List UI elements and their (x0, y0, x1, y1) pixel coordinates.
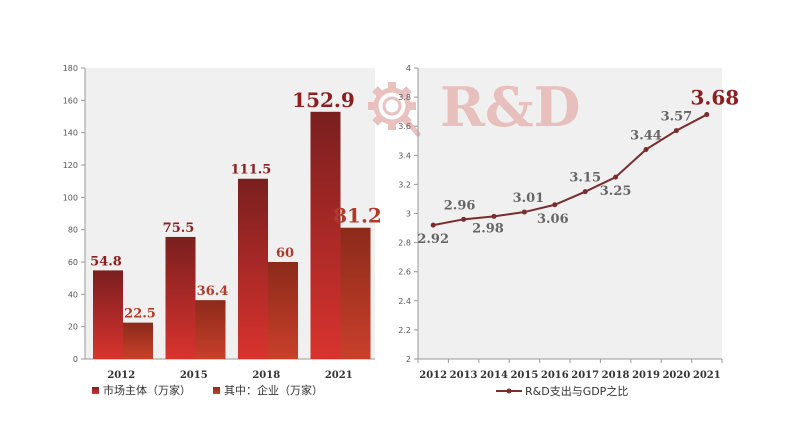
line-series-rd-gdp-ratio (433, 113, 708, 227)
bar-market-entities (310, 111, 341, 359)
line-x-tick-label: 2018 (602, 370, 630, 381)
bar-y-tick-label: 160 (63, 96, 78, 105)
line-x-tick-label: 2014 (480, 370, 508, 381)
line-data-label: 3.68 (690, 86, 739, 110)
bar-x-tick-label: 2021 (325, 370, 353, 381)
bar-y-tick-label: 140 (63, 129, 78, 138)
line-data-label: 3.01 (513, 191, 545, 206)
line-y-tick-label: 2.8 (398, 239, 411, 248)
line-legend-marker (506, 388, 512, 394)
bar-y-tick-label: 20 (68, 323, 78, 332)
line-point (673, 128, 679, 134)
bar-data-label: 81.2 (333, 204, 382, 228)
line-x-tick-label: 2015 (510, 370, 538, 381)
line-y-tick-label: 3.8 (398, 93, 411, 102)
line-data-label: 3.25 (600, 184, 632, 199)
line-y-tick-label: 3.6 (398, 122, 411, 131)
line-x-tick-label: 2013 (450, 370, 478, 381)
bar-data-label: 60 (276, 246, 294, 261)
bar-y-tick-label: 0 (73, 355, 78, 364)
watermark-text: R&D (440, 75, 580, 139)
bar-market-entities (93, 270, 123, 359)
line-y-tick-label: 2.2 (398, 326, 411, 335)
line-data-label: 2.98 (472, 221, 504, 236)
line-data-label: 2.92 (417, 232, 449, 247)
bar-x-tick-label: 2018 (252, 370, 280, 381)
line-x-tick-label: 2016 (541, 370, 569, 381)
line-y-tick-label: 2.6 (398, 268, 411, 277)
gear-tooth (388, 121, 396, 130)
line-point (613, 174, 619, 180)
bar-enterprises (123, 322, 153, 359)
line-y-tick-label: 3 (406, 210, 411, 219)
line-y-tick-label: 3.4 (398, 151, 411, 160)
bar-legend-label: 其中：企业（万家） (224, 383, 323, 397)
bar-data-label: 54.8 (90, 254, 122, 269)
line-x-tick-label: 2017 (571, 370, 599, 381)
line-plot-area (418, 68, 722, 359)
bar-data-label: 22.5 (124, 307, 156, 322)
bar-data-label: 152.9 (292, 88, 355, 112)
line-data-label: 3.44 (630, 128, 662, 143)
bar-y-tick-label: 60 (68, 258, 78, 267)
gear-tooth (388, 82, 396, 91)
line-point (461, 216, 467, 222)
line-x-tick-label: 2021 (693, 370, 721, 381)
bar-enterprises (268, 262, 298, 359)
line-legend-label: R&D支出与GDP之比 (525, 384, 628, 398)
bar-y-tick-label: 120 (63, 161, 78, 170)
line-x-tick-label: 2012 (419, 370, 447, 381)
bar-y-tick-label: 100 (63, 193, 78, 202)
line-y-tick-label: 3.2 (398, 180, 411, 189)
line-point (521, 209, 527, 215)
line-data-label: 3.15 (569, 171, 601, 186)
bar-data-label: 75.5 (163, 221, 195, 236)
line-point (491, 213, 497, 219)
bar-enterprises (340, 227, 371, 359)
bar-x-tick-label: 2012 (107, 370, 135, 381)
bar-y-tick-label: 180 (63, 64, 78, 73)
line-point (643, 146, 649, 152)
line-point (552, 202, 558, 208)
bar-market-entities (238, 178, 268, 359)
line-y-tick-label: 2 (406, 355, 411, 364)
line-point (430, 222, 436, 228)
bar-chart: 0 20 40 60 80 100 120 140 160 180 54.8 22.5 2012 75.5… (63, 64, 382, 397)
line-data-label: 3.06 (537, 212, 569, 227)
watermark: R&D (368, 75, 580, 139)
line-point (582, 189, 588, 195)
bar-data-label: 111.5 (231, 163, 272, 178)
line-y-tick-label: 4 (406, 64, 411, 73)
bar-enterprises (195, 300, 226, 359)
line-data-label: 3.57 (661, 110, 693, 125)
line-x-tick-label: 2020 (662, 370, 690, 381)
line-point (704, 112, 710, 118)
line-x-tick-label: 2019 (632, 370, 660, 381)
bar-legend-label: 市场主体（万家） (103, 383, 191, 397)
line-y-tick-label: 2.4 (398, 297, 411, 306)
bar-data-label: 36.4 (197, 284, 229, 299)
bar-legend-swatch (92, 387, 99, 394)
line-data-label: 2.96 (444, 198, 476, 213)
bar-y-tick-label: 40 (68, 290, 78, 299)
bar-x-tick-label: 2015 (180, 370, 208, 381)
bar-legend-swatch (213, 387, 220, 394)
gear-magnifier-icon (368, 82, 421, 137)
bar-market-entities (165, 236, 196, 359)
bar-y-tick-label: 80 (68, 226, 78, 235)
